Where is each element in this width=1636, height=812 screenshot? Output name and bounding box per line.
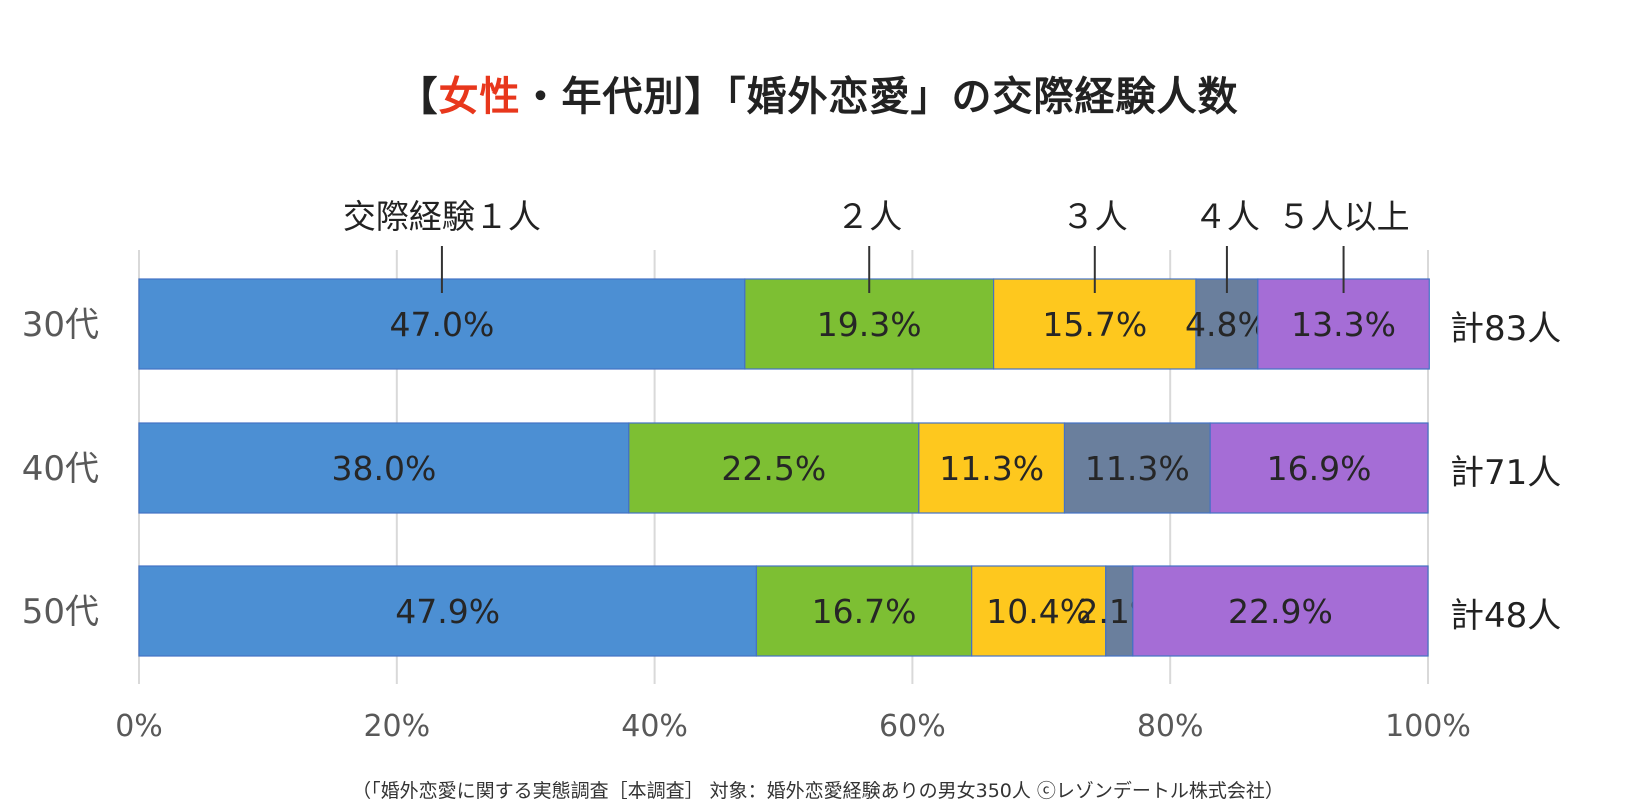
bar-segment <box>993 278 1197 370</box>
data-label: 10.4% <box>986 592 1091 631</box>
x-tick-label: 60% <box>879 709 946 744</box>
bar-segment <box>1209 422 1429 514</box>
chart-title: 【女性・年代別】「婚外恋愛」の交際経験人数 <box>0 64 1636 122</box>
data-label: 11.3% <box>939 449 1044 488</box>
bar-segment <box>755 565 973 657</box>
data-label: 13.3% <box>1291 305 1396 344</box>
legend-label: ４人 <box>1194 197 1260 236</box>
data-label: 16.7% <box>812 592 917 631</box>
x-tick-label: 80% <box>1137 709 1204 744</box>
data-label: 19.3% <box>817 305 922 344</box>
bar-segment <box>138 565 758 657</box>
title-bracket: 【 <box>397 74 439 120</box>
bar-segment <box>628 422 920 514</box>
category-label: 30代 <box>22 305 99 345</box>
x-tick-label: 40% <box>621 709 688 744</box>
bar-segment <box>918 422 1066 514</box>
legend-label: ２人 <box>836 197 902 236</box>
title-rest: ・年代別】「婚外恋愛」の交際経験人数 <box>520 74 1239 120</box>
legend-label: 交際経験１人 <box>343 197 541 236</box>
total-label: 計71人 <box>1450 453 1561 493</box>
data-label: 47.9% <box>395 592 500 631</box>
bar-segments: 47.0% 19.3% 15.7% 4.8% 13.3% 38.0% 22.5% 11.3% 1… <box>138 278 1430 657</box>
title-highlight: 女性 <box>438 74 521 120</box>
data-label: 22.5% <box>721 449 826 488</box>
total-label: 計48人 <box>1450 596 1561 636</box>
category-label: 50代 <box>22 592 99 632</box>
bar-segment <box>1105 565 1134 657</box>
data-label: 38.0% <box>331 449 436 488</box>
data-label: 22.9% <box>1228 592 1333 631</box>
legend-label: ３人 <box>1062 197 1128 236</box>
total-label: 計83人 <box>1450 309 1561 349</box>
x-tick-label: 0% <box>115 709 163 744</box>
x-tick-label: 100% <box>1385 709 1471 744</box>
data-label: 4.8% <box>1185 305 1269 344</box>
data-label: 47.0% <box>389 305 494 344</box>
bar-segment <box>971 565 1107 657</box>
bar-segment <box>1195 278 1259 370</box>
data-label: 11.3% <box>1085 449 1190 488</box>
data-label: 16.9% <box>1267 449 1372 488</box>
legend-callouts: 交際経験１人 ２人 ３人 ４人 ５人以上 <box>343 197 1410 293</box>
source-footnote: （「婚外恋愛に関する実態調査［本調査］ 対象：婚外恋愛経験ありの男女350人 ⓒ… <box>352 780 1284 802</box>
category-labels: 30代 40代 50代 <box>22 305 99 632</box>
stacked-bar-chart: 47.0% 19.3% 15.7% 4.8% 13.3% 38.0% 22.5% 11.3% 1… <box>22 197 1562 744</box>
x-tick-label: 20% <box>363 709 430 744</box>
bar-segment <box>138 278 746 370</box>
legend-label: ５人以上 <box>1278 197 1410 236</box>
bar-segment <box>1257 278 1430 370</box>
bar-segment <box>1132 565 1429 657</box>
bar-segment <box>138 422 630 514</box>
bar-segment <box>1063 422 1211 514</box>
category-label: 40代 <box>22 449 99 489</box>
x-axis-ticks: 0% 20% 40% 60% 80% 100% <box>115 709 1471 744</box>
data-label: 15.7% <box>1042 305 1147 344</box>
